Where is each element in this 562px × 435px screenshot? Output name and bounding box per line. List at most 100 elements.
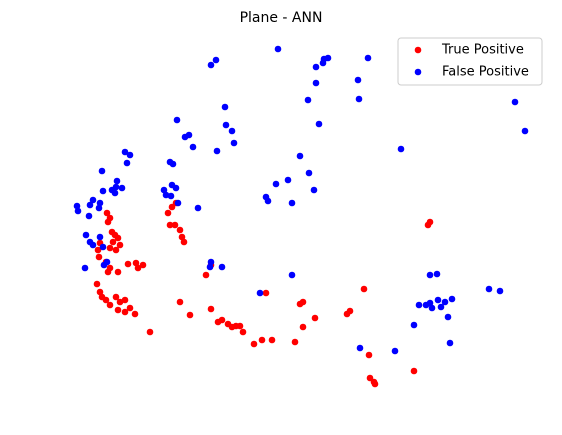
point [444, 313, 452, 321]
point [98, 167, 106, 175]
point [106, 301, 114, 309]
point [95, 204, 103, 212]
point [171, 221, 179, 229]
point [73, 202, 81, 210]
point [185, 131, 193, 139]
point [166, 221, 174, 229]
point [104, 218, 112, 226]
point [194, 204, 202, 212]
legend-marker [414, 68, 422, 76]
point [256, 289, 264, 297]
point [126, 304, 134, 312]
point [173, 116, 181, 124]
point [288, 271, 296, 279]
point [114, 306, 122, 314]
point [134, 264, 142, 272]
point [364, 54, 372, 62]
legend-box [397, 37, 543, 86]
point [89, 241, 97, 249]
point [207, 61, 215, 69]
point [132, 259, 140, 267]
point [296, 152, 304, 160]
point [437, 303, 445, 311]
point [433, 270, 441, 278]
point [146, 328, 154, 336]
point [189, 143, 197, 151]
point [284, 176, 292, 184]
point [131, 310, 139, 318]
point [112, 183, 120, 191]
point [397, 145, 405, 153]
point [160, 186, 168, 194]
legend-label: True Positive [441, 43, 524, 58]
point [109, 238, 117, 246]
point [123, 159, 131, 167]
point [218, 263, 226, 271]
point [86, 201, 94, 209]
point [311, 314, 319, 322]
point [168, 203, 176, 211]
point [291, 338, 299, 346]
point [116, 298, 124, 306]
point [106, 244, 114, 252]
point [230, 139, 238, 147]
point [99, 187, 107, 195]
point [176, 226, 184, 234]
point [121, 148, 129, 156]
point [114, 268, 122, 276]
point [356, 344, 364, 352]
point [299, 298, 307, 306]
point [410, 367, 418, 375]
point [180, 238, 188, 246]
point [96, 288, 104, 296]
point [104, 268, 112, 276]
point [446, 339, 454, 347]
point [213, 147, 221, 155]
point [172, 184, 180, 192]
point [99, 243, 107, 251]
point [324, 54, 332, 62]
point [315, 120, 323, 128]
point [272, 180, 280, 188]
point [434, 296, 442, 304]
point [354, 76, 362, 84]
point [100, 261, 108, 269]
point [95, 253, 103, 261]
point [207, 305, 215, 313]
point [360, 285, 368, 293]
point [239, 328, 247, 336]
point [103, 209, 111, 217]
point [112, 246, 120, 254]
point [511, 98, 519, 106]
point [167, 192, 175, 200]
point [206, 263, 214, 271]
point [441, 298, 449, 306]
legend-label: False Positive [442, 65, 529, 80]
point [202, 271, 210, 279]
point [250, 340, 258, 348]
point [81, 264, 89, 272]
point [258, 336, 266, 344]
point [485, 285, 493, 293]
point [288, 199, 296, 207]
point [428, 304, 436, 312]
point [89, 196, 97, 204]
point [521, 127, 529, 135]
point [366, 374, 374, 382]
point [116, 241, 124, 249]
point [426, 271, 434, 279]
point [162, 191, 170, 199]
point [274, 45, 282, 53]
point [74, 207, 82, 215]
point [448, 295, 456, 303]
point [268, 336, 276, 344]
point [207, 258, 215, 266]
point [218, 316, 226, 324]
point [113, 177, 121, 185]
point [124, 260, 132, 268]
legend-marker [414, 46, 422, 54]
point [312, 63, 320, 71]
point [221, 103, 229, 111]
